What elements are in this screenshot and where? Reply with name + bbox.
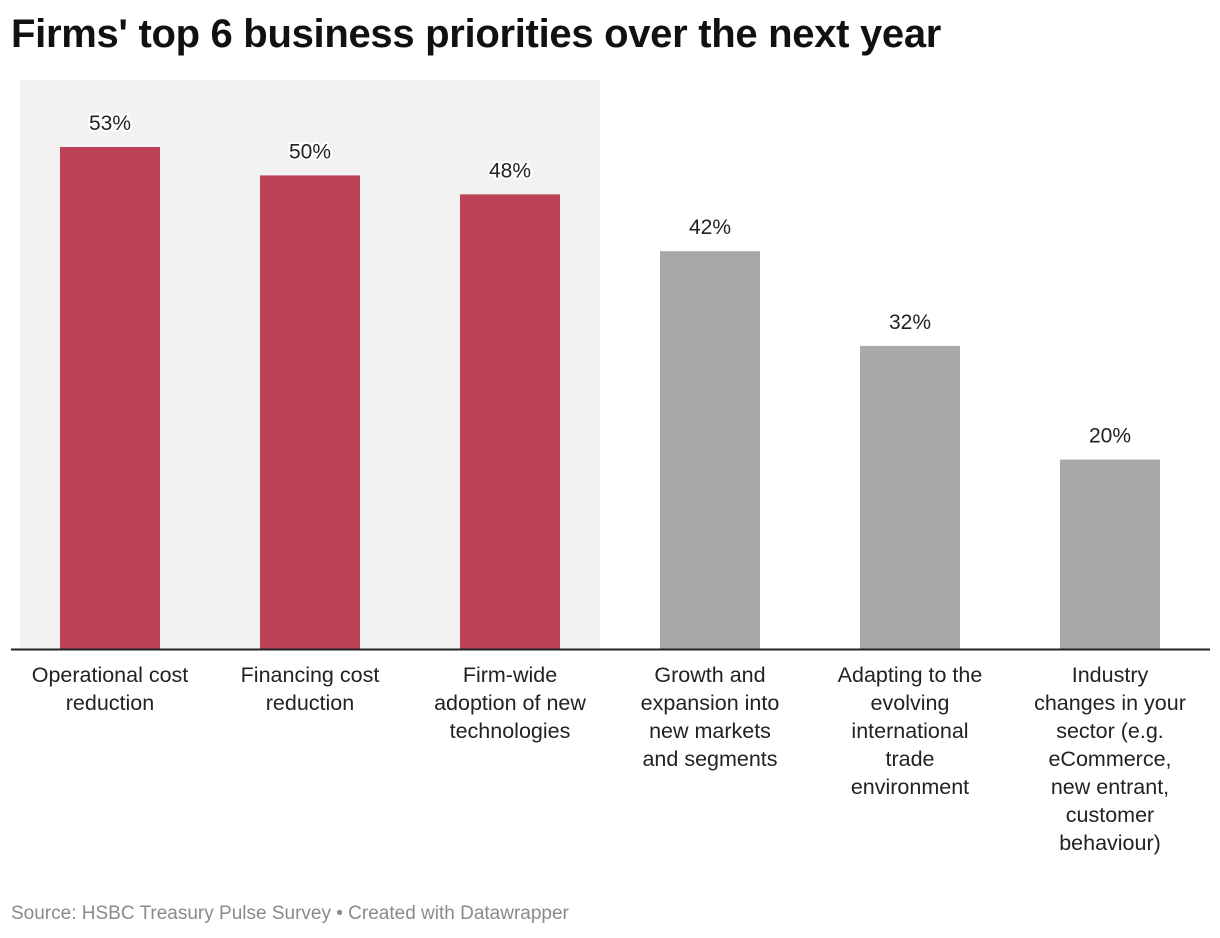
category-label-line: Industry: [1072, 663, 1149, 687]
value-label-6: 20%: [1089, 425, 1131, 448]
category-label-line: Adapting to the: [838, 663, 983, 687]
category-label-line: reduction: [66, 691, 154, 715]
category-label-line: Growth and: [654, 663, 765, 687]
bar-3: [460, 194, 560, 649]
category-label-line: eCommerce,: [1048, 747, 1171, 771]
category-label-1: Operational cost reduction: [32, 663, 189, 715]
value-label-4: 42%: [689, 216, 731, 239]
bar-5: [860, 345, 960, 649]
category-label-line: adoption of new: [434, 691, 586, 715]
category-label-line: reduction: [266, 691, 354, 715]
category-label-6: Industry changes in your sector (e.g. eComm…: [1034, 663, 1186, 855]
chart-title: Firms' top 6 business priorities over th…: [11, 12, 942, 56]
category-label-5: Adapting to the evolving international trad…: [838, 663, 983, 799]
category-label-line: international: [851, 719, 968, 743]
category-label-line: Financing cost: [241, 663, 380, 687]
category-label-line: trade: [885, 747, 934, 771]
category-label-line: environment: [851, 775, 969, 799]
value-label-5: 32%: [889, 311, 931, 334]
value-label-3: 48%: [489, 159, 531, 182]
value-label-2: 50%: [289, 140, 331, 163]
category-label-line: Operational cost: [32, 663, 189, 687]
bar-6: [1060, 459, 1160, 649]
bar-1: [60, 147, 160, 649]
value-label-1: 53%: [89, 112, 131, 135]
category-label-line: evolving: [871, 691, 950, 715]
category-label-line: Firm-wide: [463, 663, 557, 687]
category-label-4: Growth and expansion into new markets and s…: [641, 663, 780, 771]
category-label-line: new entrant,: [1051, 775, 1169, 799]
category-label-line: and segments: [642, 747, 777, 771]
category-label-3: Firm-wide adoption of new technologies: [434, 663, 586, 743]
bar-4: [660, 251, 760, 650]
source-footer: Source: HSBC Treasury Pulse Survey • Cre…: [11, 903, 569, 924]
category-label-line: changes in your: [1034, 691, 1186, 715]
category-label-line: sector (e.g.: [1056, 719, 1164, 743]
category-label-line: new markets: [649, 719, 771, 743]
bar-2: [260, 175, 360, 649]
category-label-line: behaviour): [1059, 831, 1161, 855]
category-label-2: Financing cost reduction: [241, 663, 380, 715]
category-label-line: customer: [1066, 803, 1154, 827]
category-label-line: expansion into: [641, 691, 780, 715]
category-label-line: technologies: [450, 719, 571, 743]
